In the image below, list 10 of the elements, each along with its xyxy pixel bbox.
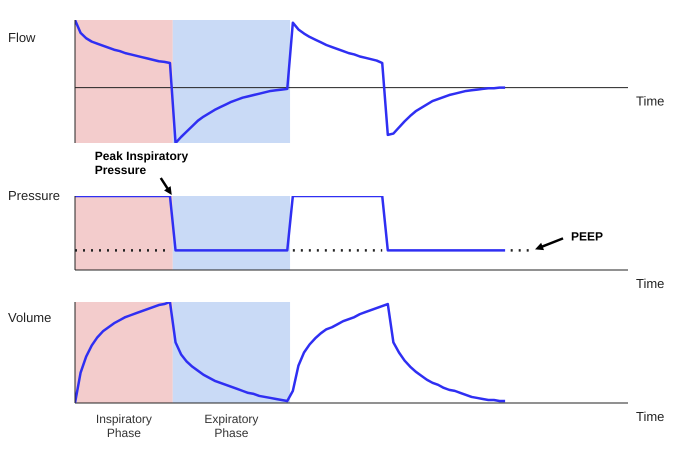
y-axis-title: Pressure	[8, 188, 60, 203]
x-axis-title: Time	[636, 94, 664, 109]
text: Inspiratory Phase	[96, 412, 152, 440]
annotation: Peak Inspiratory Pressure	[94, 149, 188, 177]
text: PEEP	[571, 229, 604, 244]
x-axis-title: Time	[636, 276, 664, 291]
x-axis-title: Time	[636, 409, 664, 424]
y-axis-title: Volume	[8, 310, 52, 325]
y-axis-title: Flow	[8, 30, 36, 45]
text: Expiratory Phase	[204, 412, 258, 440]
